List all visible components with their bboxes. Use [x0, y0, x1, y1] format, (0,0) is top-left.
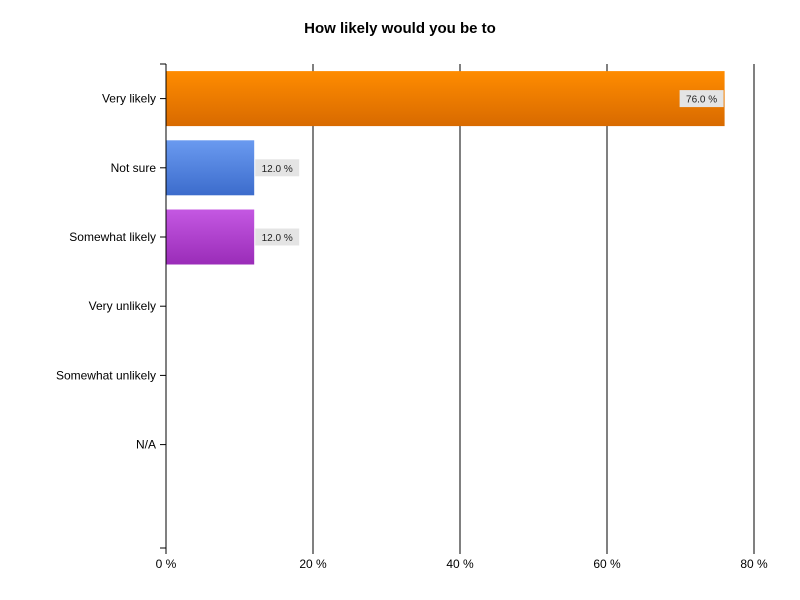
- category-label-not-sure: Not sure: [111, 161, 157, 175]
- bar-not-sure: [166, 140, 255, 196]
- x-tick-label-60: 60 %: [593, 557, 621, 571]
- category-label-somewhat-likely: Somewhat likely: [69, 230, 156, 244]
- labels: 76.0 % Very likely 12.0 % Not sure 12.0 % Som…: [56, 90, 768, 571]
- data-label-very-likely: 76.0 %: [686, 95, 717, 106]
- category-label-n-a: N/A: [136, 438, 156, 452]
- bar-very-likely: [166, 71, 725, 127]
- axes: [160, 63, 755, 554]
- grid-lines: [312, 64, 755, 548]
- data-label-somewhat-likely: 12.0 %: [262, 233, 293, 244]
- chart-title: How likely would you be to: [304, 20, 496, 37]
- x-tick-label-20: 20 %: [299, 557, 327, 571]
- x-tick-label-40: 40 %: [446, 557, 474, 571]
- data-label-bg-not-sure: [255, 159, 300, 177]
- x-tick-label-80: 80 %: [740, 557, 768, 571]
- category-label-somewhat-unlikely: Somewhat unlikely: [56, 368, 156, 382]
- x-tick-label-0: 0 %: [156, 557, 177, 571]
- bars: [166, 71, 725, 265]
- category-label-very-unlikely: Very unlikely: [89, 299, 156, 313]
- data-label-bg-very-likely: [679, 90, 724, 108]
- category-label-very-likely: Very likely: [102, 92, 156, 106]
- data-label-bg-somewhat-likely: [255, 228, 300, 246]
- bar-somewhat-likely: [166, 209, 255, 265]
- data-label-not-sure: 12.0 %: [262, 164, 293, 175]
